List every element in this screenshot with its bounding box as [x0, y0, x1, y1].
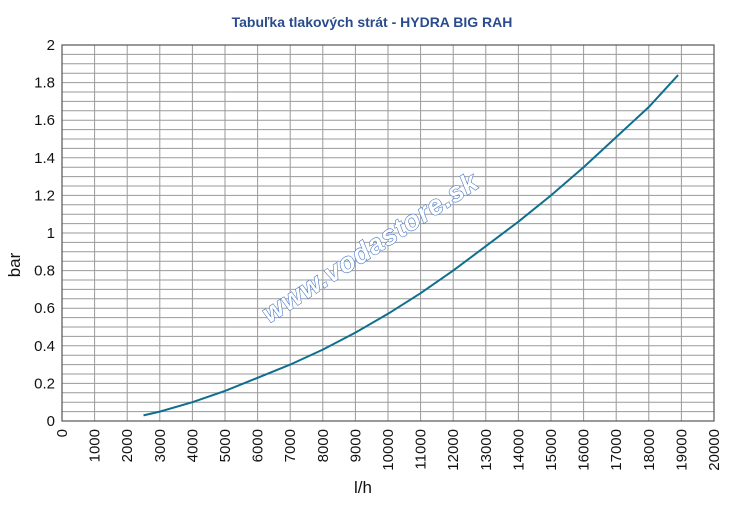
- x-tick-label: 20000: [706, 429, 723, 471]
- y-tick-label: 1: [47, 225, 55, 242]
- grid-lines: [61, 44, 715, 422]
- y-tick-label: 0.6: [34, 300, 55, 317]
- x-axis-label: l/h: [354, 478, 372, 497]
- x-tick-label: 5000: [217, 429, 234, 462]
- y-tick-label: 0.2: [34, 375, 55, 392]
- y-tick-label: 0.4: [34, 338, 55, 355]
- x-tick-label: 0: [54, 429, 71, 437]
- x-tick-label: 4000: [184, 429, 201, 462]
- pressure-loss-curve: [143, 74, 679, 417]
- x-tick-label: 11000: [413, 429, 430, 470]
- y-tick-label: 2: [47, 37, 55, 54]
- y-tick-label: 0.8: [34, 263, 55, 280]
- x-tick-label: 18000: [641, 429, 658, 471]
- x-tick-label: 19000: [673, 429, 690, 471]
- x-tick-label: 14000: [510, 429, 527, 471]
- y-tick-label: 1.8: [34, 75, 55, 92]
- plot-frame: [61, 44, 715, 422]
- x-tick-label: 15000: [543, 429, 560, 471]
- chart-title: Tabuľka tlakových strát - HYDRA BIG RAH: [232, 14, 513, 30]
- y-tick-label: 1.4: [34, 150, 55, 167]
- x-tick-label: 7000: [282, 429, 299, 462]
- x-tick-label: 13000: [478, 429, 495, 471]
- y-axis-label: bar: [5, 252, 24, 277]
- x-tick-label: 6000: [250, 429, 267, 462]
- x-axis-ticks: 0 1000 2000 3000 4000 5000 6000 7000 8000 9000 100…: [54, 429, 723, 471]
- x-tick-label: 3000: [152, 429, 169, 462]
- x-tick-label: 10000: [380, 429, 397, 471]
- x-tick-label: 2000: [119, 429, 136, 462]
- y-tick-label: 0: [47, 413, 55, 430]
- x-tick-label: 12000: [445, 429, 462, 471]
- x-tick-label: 17000: [608, 429, 625, 471]
- y-tick-label: 1.2: [34, 187, 55, 204]
- x-tick-label: 1000: [87, 429, 104, 462]
- y-axis-ticks: 0 0.2 0.4 0.6 0.8 1 1.2 1.4 1.6 1.8 2: [34, 37, 55, 430]
- x-tick-label: 16000: [576, 429, 593, 471]
- x-tick-label: 8000: [315, 429, 332, 462]
- x-tick-label: 9000: [347, 429, 364, 462]
- y-tick-label: 1.6: [34, 112, 55, 129]
